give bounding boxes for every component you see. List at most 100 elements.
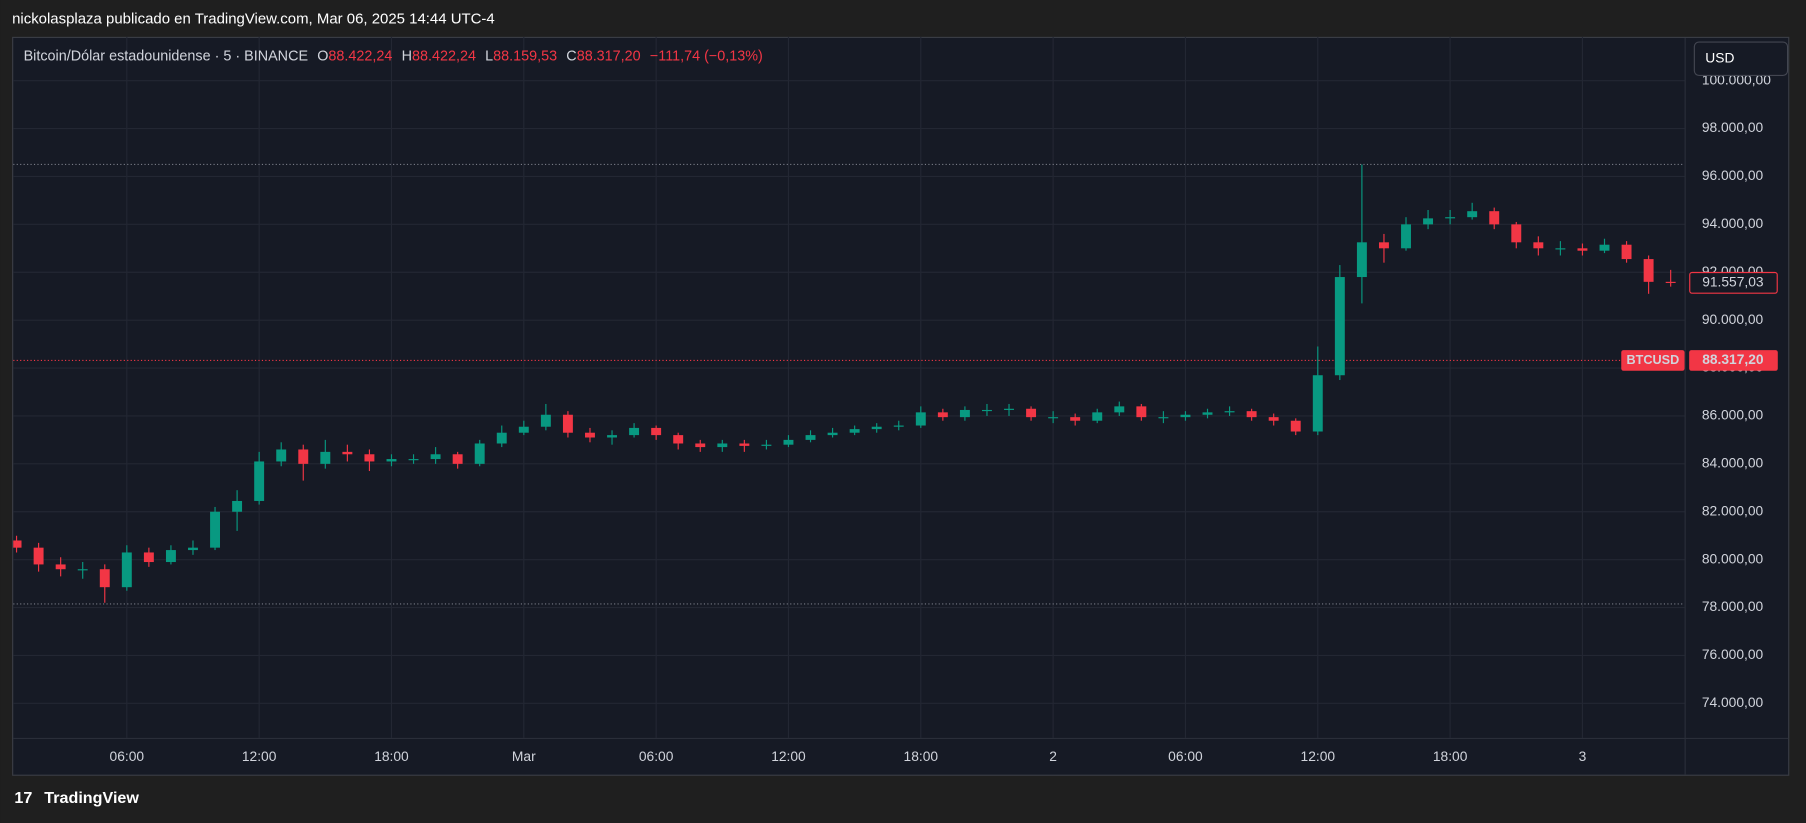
x-tick-label: 18:00 [374, 748, 409, 764]
candle-body [1489, 211, 1500, 225]
ohlc-value: 88.422,24 [412, 48, 476, 64]
candle-body [430, 454, 441, 460]
candle-body [717, 443, 728, 448]
price-line-box [1689, 350, 1778, 371]
candle-body [1224, 411, 1235, 413]
axes: 74.000,00 76.000,00 78.000,00 80.000,00 82.0… [110, 71, 1772, 764]
candle-body [210, 511, 221, 548]
candle-body [1511, 224, 1522, 243]
candle-body [55, 564, 66, 570]
candle-body [320, 451, 331, 464]
x-tick-label: 3 [1579, 748, 1587, 764]
y-tick-label: 98.000,00 [1702, 119, 1764, 135]
candle-body [452, 454, 463, 464]
x-tick-label: 06:00 [639, 748, 674, 764]
x-tick-label: 18:00 [904, 748, 939, 764]
candle-body [827, 432, 838, 436]
x-tick-label: 12:00 [242, 748, 277, 764]
ohlc-key: H [402, 48, 412, 64]
candle-body [474, 443, 485, 464]
candle-body [1577, 248, 1588, 251]
candle-body [1643, 259, 1654, 282]
candle-body [651, 427, 662, 436]
ohlc-key: L [485, 48, 493, 64]
candle-body [1158, 417, 1169, 419]
candle-body [629, 427, 640, 436]
currency-button[interactable]: USD [1693, 41, 1789, 76]
candle-body [364, 454, 375, 462]
candle-body [959, 409, 970, 418]
candle-body [1048, 417, 1059, 419]
candle-body [562, 414, 573, 433]
candle-body [871, 426, 882, 430]
candle-body [585, 432, 595, 438]
price-line-label: 88.317,20 [1702, 351, 1764, 367]
candle-body [518, 426, 529, 433]
x-tick-label: 12:00 [1301, 748, 1336, 764]
candle-body [739, 443, 750, 446]
candle-body [1026, 408, 1037, 418]
candle-body [165, 550, 176, 563]
currency-label[interactable]: USD [1705, 49, 1734, 65]
candle-body [1114, 406, 1125, 413]
candle-body [1136, 406, 1147, 418]
symbol-tag: BTCUSD [1627, 353, 1680, 367]
candle-body [342, 451, 353, 455]
byline: nickolasplaza publicado en TradingView.c… [12, 11, 495, 28]
candle-body [298, 449, 309, 464]
symbol-tag-box [1621, 350, 1685, 371]
candle-body [1445, 217, 1456, 219]
candle-body [1268, 417, 1279, 421]
logo-mark: 17 [14, 789, 32, 807]
candle-body [1378, 242, 1389, 249]
candle-body [386, 459, 397, 462]
candle-body [1290, 420, 1301, 432]
candle-body [937, 412, 948, 418]
plot-area [13, 163, 1685, 605]
candle-body [695, 443, 706, 448]
candle-body [673, 435, 684, 444]
candle-body [1246, 411, 1257, 418]
candle-body [805, 435, 816, 440]
y-tick-label: 74.000,00 [1702, 694, 1764, 710]
candle-body [143, 552, 154, 563]
ohlc-value: 88.317,20 [577, 48, 641, 64]
symbol-title: Bitcoin/Dólar estadounidense · 5 · BINAN… [24, 48, 308, 64]
candle-body [1621, 244, 1632, 260]
candle-body [1180, 414, 1191, 418]
candle-body [1202, 412, 1213, 415]
ohlc-value: 88.159,53 [493, 48, 557, 64]
ohlc-value: 88.422,24 [328, 48, 392, 64]
price-labels: 91.557,03 BTCUSD 88.317,20 [1621, 271, 1778, 371]
brand: TradingView [44, 789, 139, 807]
candle-body [1401, 224, 1411, 249]
ohlc-legend: Bitcoin/Dólar estadounidense · 5 · BINAN… [24, 48, 763, 64]
y-tick-label: 94.000,00 [1702, 215, 1764, 231]
x-tick-label: 06:00 [110, 748, 145, 764]
ohlc-key: O [317, 48, 328, 64]
y-tick-label: 96.000,00 [1702, 167, 1764, 183]
candle-body [1467, 211, 1478, 218]
candle-body [1334, 277, 1345, 376]
footer: 17 TradingView [14, 789, 139, 807]
candle-body [893, 425, 904, 427]
y-tick-label: 90.000,00 [1702, 311, 1764, 327]
y-tick-label: 76.000,00 [1702, 646, 1764, 662]
candle-body [254, 461, 265, 501]
candle-body [783, 439, 794, 445]
candle-body [761, 444, 772, 446]
candle-body [849, 429, 860, 433]
candle-body [1312, 375, 1323, 432]
candle-body [607, 435, 617, 438]
candle-body [540, 414, 551, 427]
candle-body [121, 552, 132, 588]
x-tick-label: 18:00 [1433, 748, 1468, 764]
candle-body [1555, 248, 1566, 250]
chart-panel [12, 36, 1790, 776]
candle-body [13, 540, 22, 548]
candle-body [77, 569, 88, 571]
last-price-box [1689, 271, 1778, 294]
currency-button-box[interactable] [1693, 41, 1789, 76]
candle-body [99, 569, 110, 588]
